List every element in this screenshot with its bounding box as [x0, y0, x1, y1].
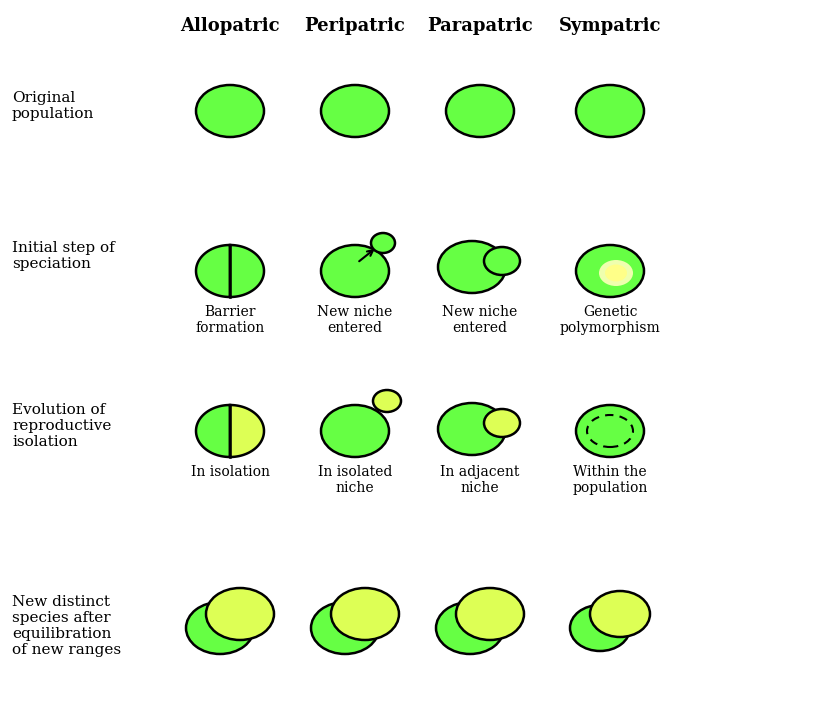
Ellipse shape — [576, 85, 644, 137]
PathPatch shape — [196, 405, 230, 457]
Text: New distinct
species after
equilibration
of new ranges: New distinct species after equilibration… — [12, 595, 121, 657]
Ellipse shape — [456, 588, 524, 640]
Ellipse shape — [196, 85, 264, 137]
Text: Initial step of
speciation: Initial step of speciation — [12, 241, 115, 271]
Text: Barrier
formation: Barrier formation — [196, 305, 265, 335]
Ellipse shape — [311, 602, 379, 654]
Ellipse shape — [576, 405, 644, 457]
Ellipse shape — [570, 605, 630, 651]
Text: Evolution of
reproductive
isolation: Evolution of reproductive isolation — [12, 403, 111, 449]
Ellipse shape — [436, 602, 504, 654]
Text: In adjacent
niche: In adjacent niche — [441, 465, 520, 495]
Ellipse shape — [186, 602, 254, 654]
Text: Peripatric: Peripatric — [305, 17, 405, 35]
Text: Original
population: Original population — [12, 91, 95, 121]
Ellipse shape — [371, 233, 395, 253]
Ellipse shape — [331, 588, 399, 640]
Ellipse shape — [576, 245, 644, 297]
Ellipse shape — [438, 403, 506, 455]
Ellipse shape — [484, 247, 520, 275]
Text: Allopatric: Allopatric — [180, 17, 279, 35]
Ellipse shape — [373, 390, 401, 412]
Ellipse shape — [484, 409, 520, 437]
Ellipse shape — [321, 405, 389, 457]
Text: Sympatric: Sympatric — [559, 17, 661, 35]
Text: New niche
entered: New niche entered — [442, 305, 518, 335]
Text: New niche
entered: New niche entered — [317, 305, 393, 335]
Ellipse shape — [446, 85, 514, 137]
PathPatch shape — [196, 245, 230, 297]
PathPatch shape — [230, 405, 264, 457]
Ellipse shape — [321, 85, 389, 137]
Ellipse shape — [605, 264, 627, 282]
Text: Genetic
polymorphism: Genetic polymorphism — [560, 305, 660, 335]
Text: In isolated
niche: In isolated niche — [318, 465, 392, 495]
Text: Parapatric: Parapatric — [427, 17, 533, 35]
Text: In isolation: In isolation — [191, 465, 270, 479]
Ellipse shape — [206, 588, 274, 640]
PathPatch shape — [230, 245, 264, 297]
Ellipse shape — [599, 260, 633, 286]
Ellipse shape — [590, 591, 650, 637]
Text: Within the
population: Within the population — [572, 465, 648, 495]
Ellipse shape — [321, 245, 389, 297]
Ellipse shape — [438, 241, 506, 293]
